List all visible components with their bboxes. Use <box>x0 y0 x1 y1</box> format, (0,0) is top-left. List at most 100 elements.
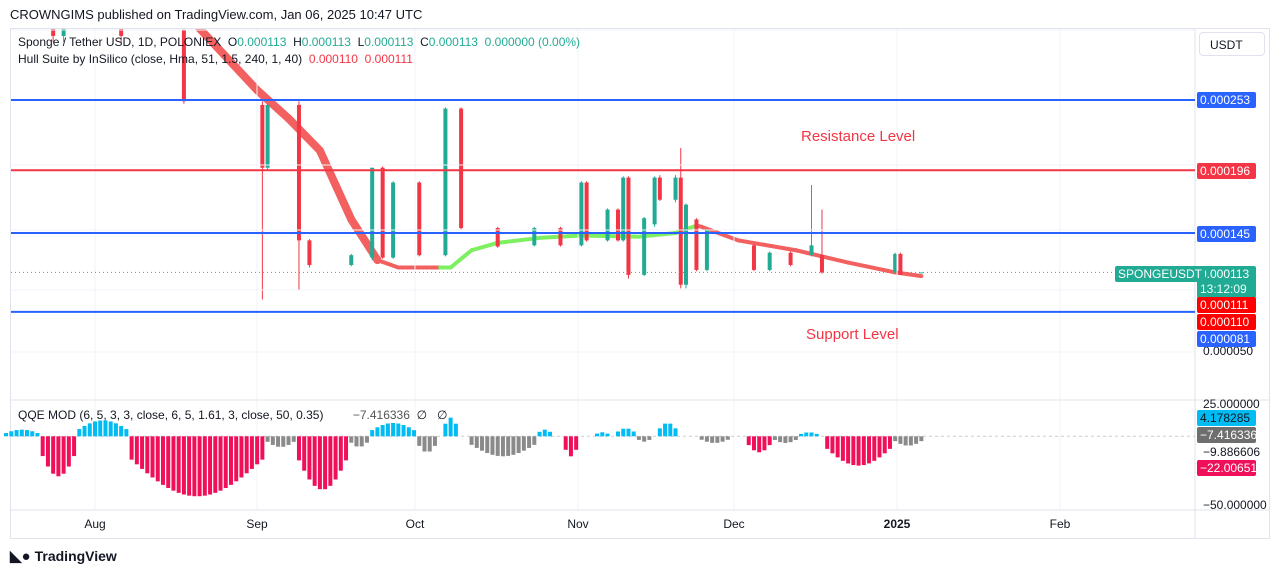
close-label: C <box>420 35 429 49</box>
qqe-histogram-bar <box>914 436 919 444</box>
qqe-histogram-bar <box>887 436 892 449</box>
open-label: O <box>227 35 238 49</box>
qqe-histogram-bar <box>919 436 924 442</box>
candle-body <box>652 177 657 225</box>
qqe-histogram-bar <box>385 423 390 437</box>
candle-body <box>642 218 647 275</box>
qqe-histogram-bar <box>783 436 788 443</box>
qqe-histogram-bar <box>788 436 793 443</box>
candle-body <box>380 167 385 258</box>
candle-body <box>51 29 56 36</box>
candle-body <box>819 255 824 273</box>
qqe-histogram-bar <box>605 433 610 437</box>
qqe-histogram-bar <box>213 436 218 493</box>
candle-body <box>532 228 537 246</box>
time-axis-label: Oct <box>405 517 425 531</box>
qqe-histogram-bar <box>150 436 155 478</box>
qqe-histogram-bar <box>82 425 87 437</box>
hull-segment <box>253 86 293 123</box>
qqe-histogram-bar <box>521 436 526 451</box>
candle-body <box>621 177 626 241</box>
qqe-histogram-bar <box>532 436 537 445</box>
qqe-histogram-bar <box>354 436 359 447</box>
qqe-histogram-bar <box>375 427 380 437</box>
qqe-histogram-bar <box>417 436 422 446</box>
candle-body <box>579 182 584 246</box>
qqe-histogram-bar <box>160 436 165 485</box>
qqe-histogram-bar <box>265 436 270 442</box>
qqe-histogram-bar <box>840 436 845 461</box>
time-axis-label: Sep <box>246 517 268 531</box>
candle-body <box>657 177 662 200</box>
level-label: 0.000081 <box>1197 331 1256 347</box>
qqe-histogram-bar <box>480 436 485 451</box>
qqe-histogram-bar <box>616 431 620 437</box>
qqe-histogram-bar <box>621 428 626 437</box>
qqe-histogram-bar <box>856 436 861 466</box>
hull-title[interactable]: Hull Suite by InSilico (close, Hma, 51, … <box>18 52 303 66</box>
qqe-value-label: −7.416336 <box>1197 427 1257 443</box>
level-label: 0.000196 <box>1197 163 1256 179</box>
qqe-histogram-bar <box>793 436 798 440</box>
qqe-histogram-bar <box>427 436 432 452</box>
qqe-histogram-bar <box>218 436 223 491</box>
candle-body <box>673 177 678 200</box>
qqe-histogram-bar <box>312 436 317 486</box>
candle-body <box>683 204 688 285</box>
change-value: 0.000000 (0.00%) <box>484 35 581 49</box>
qqe-histogram-bar <box>757 436 762 453</box>
candle-body <box>443 108 448 256</box>
qqe-value-label: 4.178285 <box>1197 410 1256 426</box>
qqe-histogram-bar <box>281 436 286 447</box>
qqe-histogram-bar <box>506 436 511 456</box>
chart-frame <box>10 28 1270 539</box>
qqe-histogram-bar <box>663 423 668 437</box>
qqe-histogram-bar <box>636 436 641 440</box>
candle-body <box>260 104 265 168</box>
qqe-histogram-bar <box>500 436 505 457</box>
qqe-histogram-bar <box>448 417 453 437</box>
qqe-title[interactable]: QQE MOD (6, 5, 3, 3, close, 6, 5, 1.61, … <box>18 408 324 422</box>
qqe-histogram-bar <box>882 436 887 454</box>
qqe-value: −7.416336 <box>352 408 410 422</box>
qqe-histogram-bar <box>846 436 851 464</box>
qqe-histogram-bar <box>568 436 573 457</box>
hull-segment <box>846 260 898 275</box>
qqe-histogram-bar <box>77 429 82 437</box>
qqe-histogram-bar <box>715 436 720 443</box>
qqe-histogram-bar <box>453 423 458 437</box>
qqe-histogram-bar <box>835 436 840 458</box>
qqe-histogram-bar <box>809 432 814 437</box>
qqe-histogram-bar <box>140 436 145 469</box>
tradingview-logo[interactable]: ◣● TradingView <box>10 547 117 565</box>
qqe-histogram-bar <box>56 436 61 477</box>
qqe-histogram-bar <box>9 431 14 437</box>
qqe-histogram-bar <box>720 436 725 442</box>
qqe-value-label: −22.006515 <box>1197 460 1264 476</box>
resistance-annotation: Resistance Level <box>801 128 916 145</box>
time-axis-label: Feb <box>1049 517 1071 531</box>
qqe-histogram-bar <box>877 436 882 458</box>
symbol-title[interactable]: Sponge / Tether USD, 1D, POLONIEX <box>18 35 222 49</box>
qqe-histogram-bar <box>772 436 777 440</box>
candle-body <box>919 272 924 274</box>
qqe-histogram-bar <box>302 436 307 471</box>
qqe-histogram-bar <box>861 436 866 466</box>
qqe-histogram-bar <box>422 436 427 452</box>
qqe-histogram-bar <box>333 436 338 480</box>
currency-button[interactable]: USDT <box>1199 32 1265 56</box>
qqe-histogram-bar <box>40 436 45 457</box>
candle-body <box>417 182 422 256</box>
low-label: L <box>357 35 365 49</box>
qqe-histogram-bar <box>187 436 192 496</box>
level-label: 0.000253 <box>1197 92 1256 108</box>
qqe-histogram-bar <box>908 436 913 446</box>
qqe-histogram-bar <box>600 432 605 437</box>
symbol-price-tag: SPONGEUSDT <box>1115 266 1206 282</box>
candle-body <box>459 108 464 229</box>
candle-body <box>694 219 699 270</box>
qqe-histogram-bar <box>307 436 312 480</box>
qqe-histogram-bar <box>595 433 600 437</box>
price-pane <box>51 29 924 300</box>
